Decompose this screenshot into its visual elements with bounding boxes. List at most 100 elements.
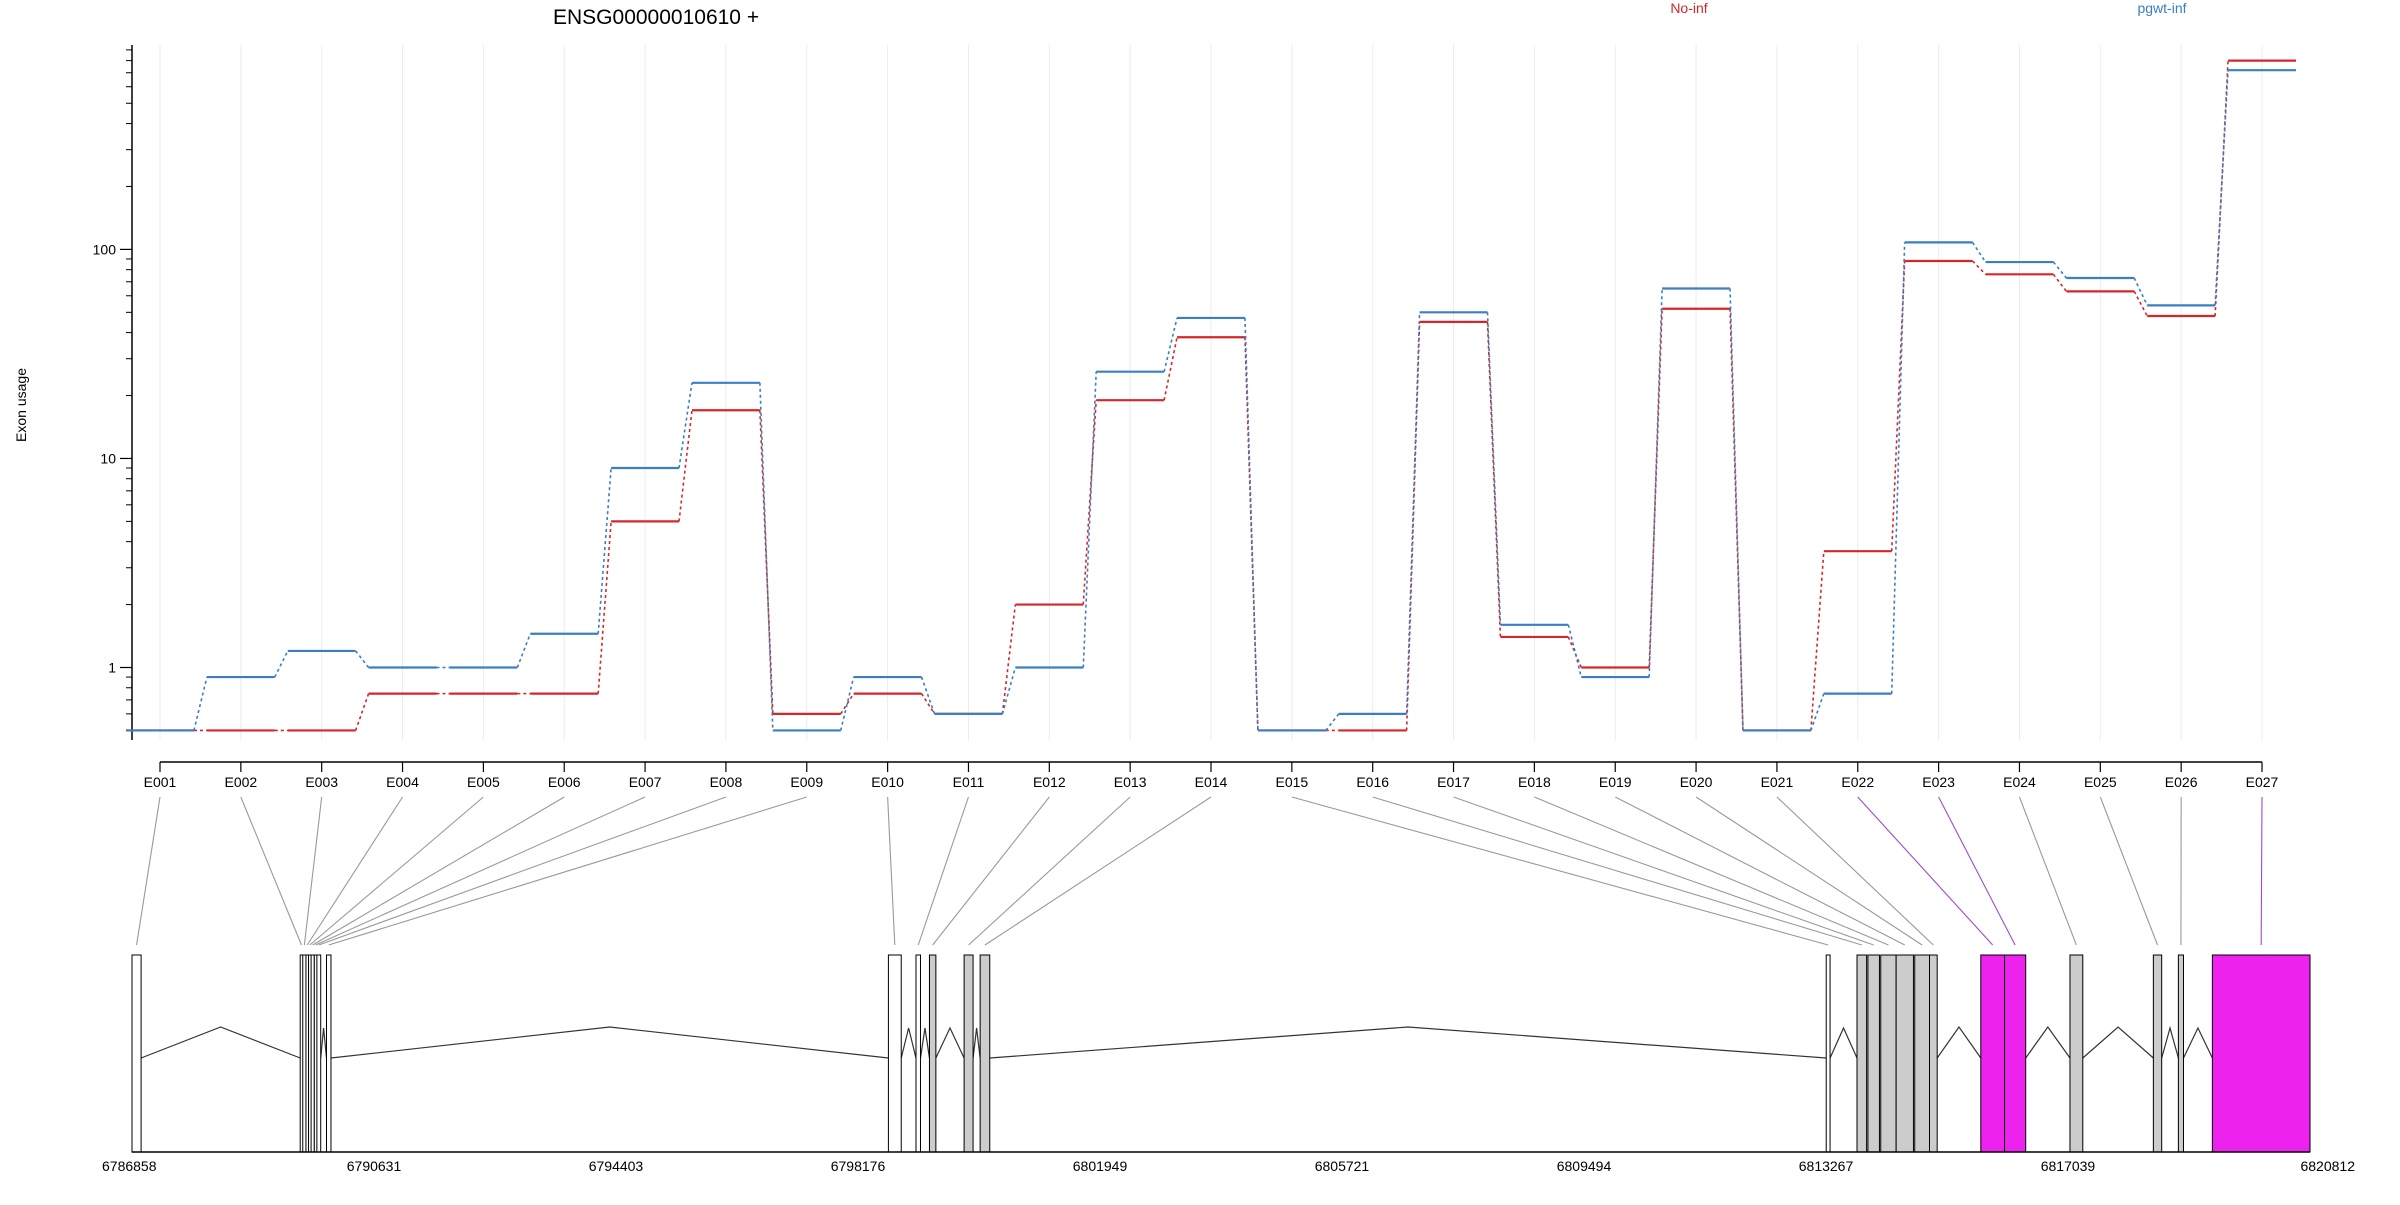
x-tick-label: E002 <box>224 774 257 790</box>
x-tick-label: E020 <box>1680 774 1713 790</box>
gene-model-layer <box>132 955 2310 1152</box>
x-tick-label: E011 <box>953 774 985 790</box>
intron-line <box>2184 1028 2213 1058</box>
intron-line <box>2162 1028 2179 1058</box>
exon-box-E014 <box>980 955 990 1152</box>
exon-connector-E014 <box>985 797 1211 945</box>
series-connector <box>1973 242 1986 262</box>
exon-box-E021 <box>1929 955 1937 1152</box>
intron-line <box>990 1027 1826 1058</box>
coord-label: 6798176 <box>831 1158 886 1174</box>
exon-connector-E025 <box>2100 797 2157 945</box>
coord-label: 6801949 <box>1073 1158 1128 1174</box>
x-tick-label: E010 <box>871 774 904 790</box>
coord-label: 6817039 <box>2041 1158 2096 1174</box>
x-tick-label: E027 <box>2246 774 2279 790</box>
exon-connector-E012 <box>933 797 1050 945</box>
intron-line <box>936 1028 964 1058</box>
x-tick-label: E016 <box>1356 774 1389 790</box>
coord-label: 6786858 <box>102 1158 157 1174</box>
exon-box-E024 <box>2070 955 2083 1152</box>
x-tick-label: E021 <box>1761 774 1794 790</box>
x-tick-label: E005 <box>467 774 500 790</box>
exon-box-E025 <box>2153 955 2161 1152</box>
series-connector <box>1002 668 1015 714</box>
coord-label: 6813267 <box>1799 1158 1854 1174</box>
series-connector <box>1326 714 1339 731</box>
x-tick-label: E001 <box>144 774 177 790</box>
exon-box-E011 <box>916 955 920 1152</box>
exon-connector-E002 <box>241 797 302 945</box>
series-connector <box>2053 274 2066 291</box>
series-connector <box>1568 625 1581 677</box>
intron-line <box>973 1028 980 1058</box>
exon-box-E010 <box>888 955 901 1152</box>
coord-label: 6820812 <box>2300 1158 2355 1174</box>
intron-line <box>1830 1028 1857 1058</box>
x-tick-label: E026 <box>2165 774 2198 790</box>
intron-line <box>920 1028 929 1058</box>
exon-box-E009 <box>326 955 330 1152</box>
x-axis-ticks: E001 E002 E003 E004 E005 E006 E007 E008 E009 E010… <box>144 762 2279 790</box>
exon-connector-E022 <box>1858 797 1993 945</box>
exon-box-E001 <box>132 955 141 1152</box>
series-connector <box>194 677 207 730</box>
exon-connector-E001 <box>137 797 160 945</box>
coord-label: 6809494 <box>1557 1158 1612 1174</box>
exon-connector-E018 <box>1534 797 1888 945</box>
exon-box-E020 <box>1915 955 1930 1152</box>
x-tick-label: E006 <box>548 774 581 790</box>
exon-connector-E005 <box>310 797 484 945</box>
x-tick-label: E004 <box>386 774 419 790</box>
x-tick-label: E012 <box>1033 774 1066 790</box>
exon-connector-E011 <box>918 797 968 945</box>
x-tick-label: E017 <box>1437 774 1470 790</box>
legend-label-no-inf: No-inf <box>1670 0 1707 16</box>
exon-box-E016 <box>1857 955 1867 1152</box>
x-tick-label: E023 <box>1922 774 1955 790</box>
exon-connector-E024 <box>2019 797 2076 945</box>
x-tick-label: E007 <box>629 774 662 790</box>
coord-label: 6790631 <box>347 1158 402 1174</box>
x-tick-label: E008 <box>710 774 743 790</box>
x-tick-label: E025 <box>2084 774 2117 790</box>
series-connector <box>2134 291 2147 316</box>
coord-label: 6805721 <box>1315 1158 1370 1174</box>
exon-connector-E008 <box>319 797 726 945</box>
exon-connector-E003 <box>304 797 321 945</box>
exon-connector-E017 <box>1454 797 1874 945</box>
intron-line <box>2083 1027 2154 1058</box>
x-tick-label: E003 <box>305 774 338 790</box>
exon-box-E018 <box>1881 955 1896 1152</box>
exon-box-E026 <box>2178 955 2183 1152</box>
y-tick-label: 10 <box>100 450 116 466</box>
exon-connector-layer <box>137 797 2262 945</box>
grid-layer <box>160 45 2262 740</box>
coordinate-labels: 6786858 6790631 6794403 6798176 6801949 68057… <box>102 1158 2355 1174</box>
exon-box-E013 <box>964 955 973 1152</box>
x-tick-label: E019 <box>1599 774 1632 790</box>
x-tick-label: E014 <box>1195 774 1228 790</box>
intron-line <box>321 1028 327 1058</box>
series-connector <box>1407 312 1420 714</box>
exon-connector-E023 <box>1939 797 2016 945</box>
exon-box-E008 <box>317 955 321 1152</box>
exon-box-E023 <box>2005 955 2026 1152</box>
exon-box-E019 <box>1896 955 1913 1152</box>
x-tick-label: E013 <box>1114 774 1147 790</box>
series-connector <box>841 694 854 714</box>
x-tick-label: E009 <box>790 774 823 790</box>
series-connector <box>275 651 288 677</box>
series-connector <box>1245 318 1258 730</box>
y-axis-label: Exon usage <box>13 368 29 442</box>
y-tick-label: 100 <box>93 241 117 257</box>
series-connector <box>1811 551 1824 730</box>
exon-connector-E021 <box>1777 797 1933 945</box>
exon-connector-E015 <box>1292 797 1828 945</box>
exon-box-E017 <box>1868 955 1880 1152</box>
coord-label: 6794403 <box>589 1158 644 1174</box>
exon-box-E027 <box>2212 955 2310 1152</box>
series-connector <box>2134 278 2147 305</box>
series-connector <box>1002 605 1015 714</box>
